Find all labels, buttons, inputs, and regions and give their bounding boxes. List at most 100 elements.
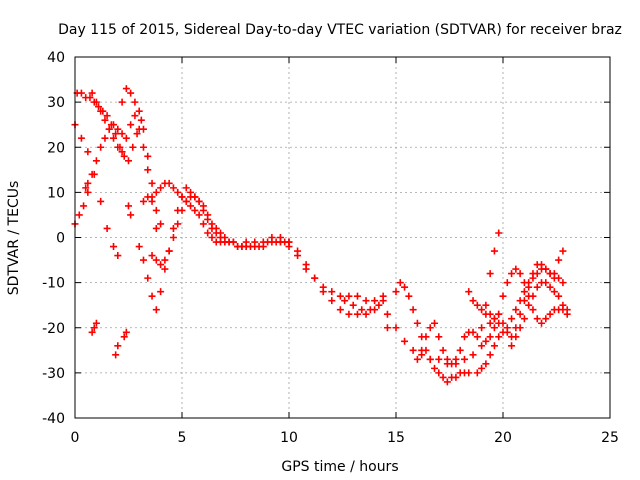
data-point bbox=[92, 319, 100, 327]
data-point bbox=[550, 288, 558, 296]
data-point bbox=[508, 315, 516, 323]
data-point bbox=[538, 261, 546, 269]
series-track-e bbox=[118, 85, 165, 228]
data-point bbox=[242, 238, 250, 246]
series-track-d bbox=[88, 89, 160, 232]
series-track-h bbox=[148, 193, 293, 269]
data-point bbox=[469, 328, 477, 336]
data-point bbox=[409, 306, 417, 314]
series-track-b bbox=[71, 121, 122, 260]
data-point bbox=[294, 252, 302, 260]
data-point bbox=[460, 333, 468, 341]
data-point bbox=[139, 256, 147, 264]
x-tick-label: 5 bbox=[178, 430, 187, 446]
x-axis-label: GPS time / hours bbox=[281, 459, 398, 475]
data-point bbox=[495, 310, 503, 318]
data-point bbox=[516, 324, 524, 332]
data-point bbox=[165, 247, 173, 255]
y-tick-label: 20 bbox=[47, 140, 65, 156]
series-track-l bbox=[383, 279, 473, 386]
data-point bbox=[122, 85, 130, 93]
y-tick-label: 30 bbox=[47, 95, 65, 111]
data-point bbox=[448, 360, 456, 368]
data-point bbox=[88, 328, 96, 336]
data-point bbox=[409, 346, 417, 354]
data-point bbox=[486, 270, 494, 278]
data-point bbox=[131, 98, 139, 106]
data-point bbox=[178, 193, 186, 201]
data-point bbox=[401, 283, 409, 291]
data-point bbox=[460, 355, 468, 363]
plot-frame bbox=[74, 56, 611, 419]
data-point bbox=[114, 143, 122, 151]
data-point bbox=[550, 270, 558, 278]
data-point bbox=[383, 310, 391, 318]
data-point bbox=[212, 229, 220, 237]
data-point bbox=[148, 292, 156, 300]
data-point bbox=[139, 125, 147, 133]
data-point bbox=[345, 292, 353, 300]
series-track-k bbox=[341, 297, 477, 368]
data-point bbox=[302, 265, 310, 273]
series-track-r bbox=[508, 279, 571, 350]
data-point bbox=[508, 270, 516, 278]
data-point bbox=[499, 292, 507, 300]
data-point bbox=[529, 292, 537, 300]
data-point bbox=[86, 94, 94, 102]
y-tick-label: -30 bbox=[42, 366, 65, 382]
data-point bbox=[482, 337, 490, 345]
data-point bbox=[401, 337, 409, 345]
data-point bbox=[127, 211, 135, 219]
data-point bbox=[439, 373, 447, 381]
data-point bbox=[311, 274, 319, 282]
data-point bbox=[84, 148, 92, 156]
data-point bbox=[396, 279, 404, 287]
grid bbox=[75, 57, 610, 418]
data-point bbox=[405, 292, 413, 300]
series-isolated bbox=[82, 179, 135, 359]
data-point bbox=[122, 134, 130, 142]
data-point bbox=[542, 279, 550, 287]
data-point bbox=[490, 342, 498, 350]
series-track-o bbox=[478, 265, 571, 350]
data-point bbox=[435, 355, 443, 363]
y-tick-label: -10 bbox=[42, 276, 65, 292]
data-point bbox=[169, 184, 177, 192]
data-point bbox=[555, 274, 563, 282]
data-point bbox=[533, 283, 541, 291]
data-point bbox=[508, 342, 516, 350]
series-track-f bbox=[135, 184, 229, 314]
data-point bbox=[486, 319, 494, 327]
data-point bbox=[525, 301, 533, 309]
data-point bbox=[208, 234, 216, 241]
data-point bbox=[490, 324, 498, 332]
y-tick-label: -20 bbox=[42, 321, 65, 337]
data-point bbox=[529, 306, 537, 314]
data-point bbox=[182, 184, 190, 192]
data-point bbox=[478, 306, 486, 314]
data-point bbox=[174, 220, 182, 228]
data-point bbox=[443, 378, 451, 386]
data-point bbox=[353, 292, 361, 300]
data-point bbox=[486, 333, 494, 341]
data-point bbox=[103, 112, 111, 120]
data-point bbox=[383, 324, 391, 332]
data-point bbox=[148, 193, 156, 201]
data-point bbox=[490, 247, 498, 255]
data-point bbox=[503, 328, 511, 336]
data-point bbox=[559, 279, 567, 287]
data-point bbox=[88, 89, 96, 97]
data-point bbox=[157, 288, 165, 296]
data-point bbox=[495, 319, 503, 327]
data-point bbox=[482, 301, 490, 309]
data-point bbox=[546, 283, 554, 291]
data-point bbox=[135, 107, 143, 115]
data-point bbox=[229, 238, 237, 246]
series-track-j bbox=[276, 238, 387, 305]
data-point bbox=[555, 292, 563, 300]
data-point bbox=[148, 179, 156, 187]
data-point bbox=[199, 206, 207, 214]
data-point bbox=[90, 170, 98, 178]
data-point bbox=[276, 238, 284, 246]
